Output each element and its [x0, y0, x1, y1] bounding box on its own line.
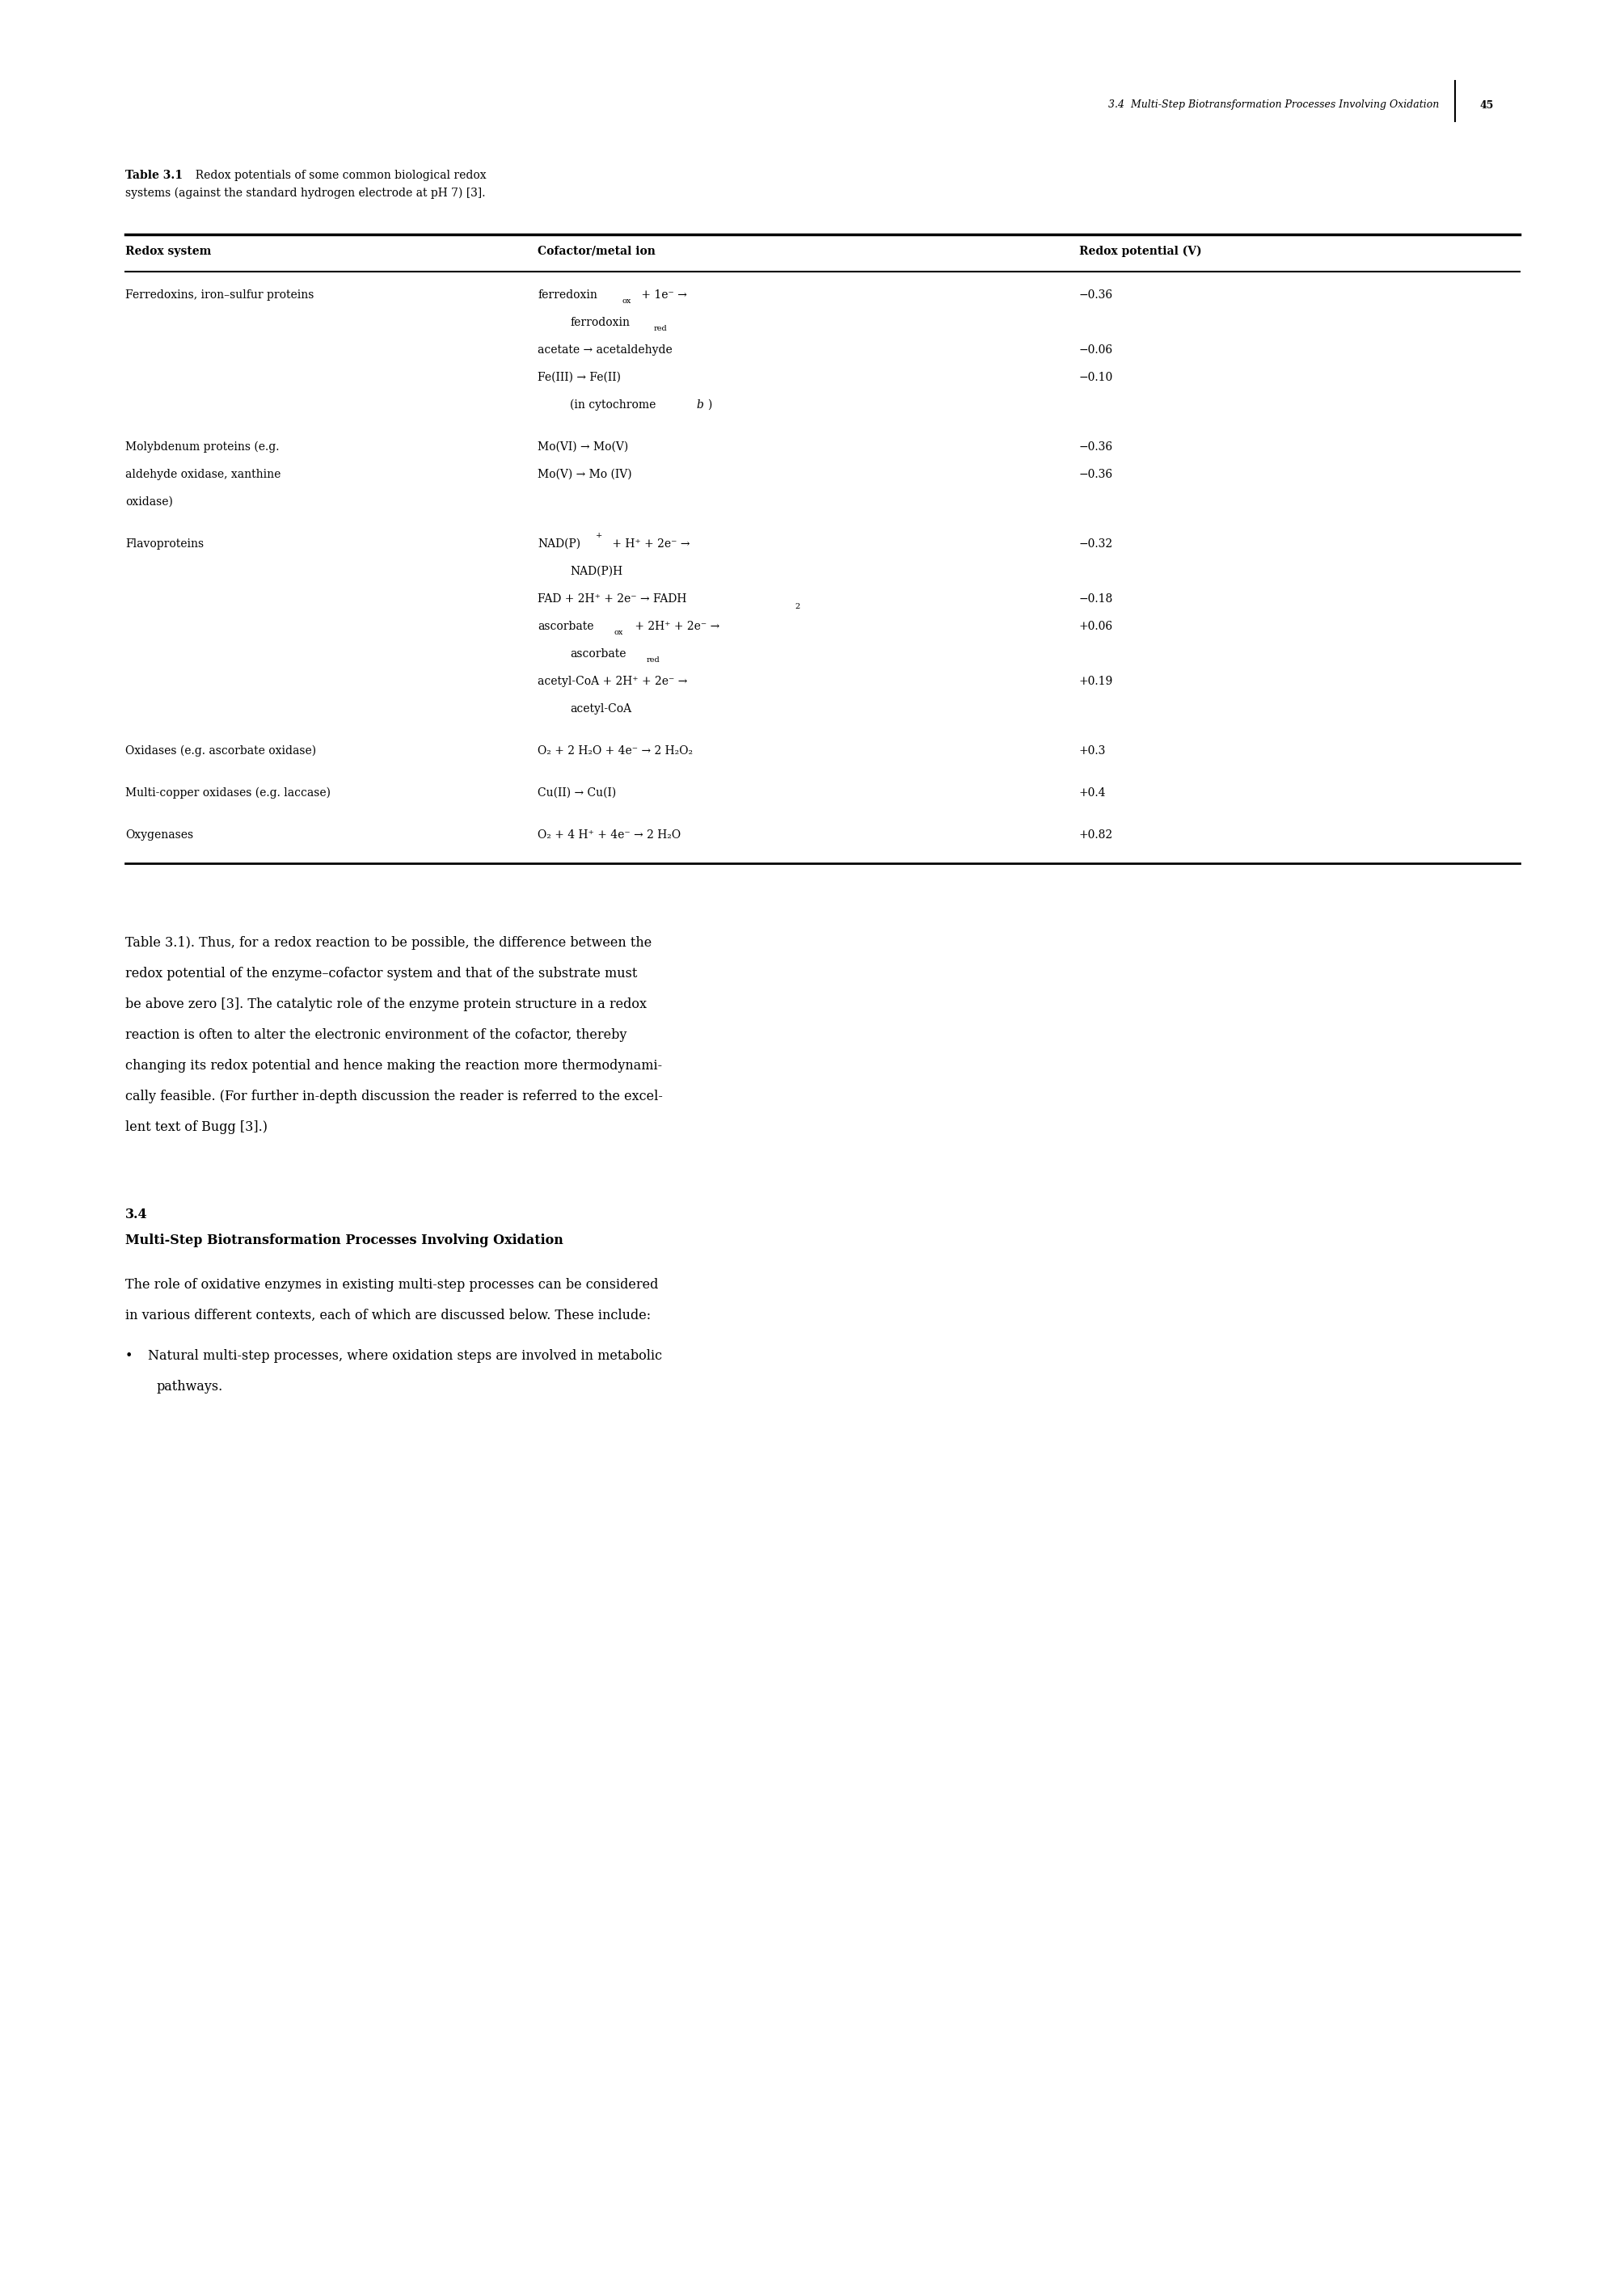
Text: Multi-copper oxidases (e.g. laccase): Multi-copper oxidases (e.g. laccase) — [125, 788, 331, 799]
Text: −0.18: −0.18 — [1080, 593, 1114, 605]
Text: red: red — [646, 657, 661, 664]
Text: Flavoproteins: Flavoproteins — [125, 538, 203, 550]
Text: +0.06: +0.06 — [1080, 621, 1112, 632]
Text: ascorbate: ascorbate — [570, 648, 627, 660]
Text: acetyl-CoA + 2H⁺ + 2e⁻ →: acetyl-CoA + 2H⁺ + 2e⁻ → — [538, 676, 687, 687]
Text: −0.36: −0.36 — [1080, 289, 1112, 300]
Text: +: + — [596, 531, 603, 538]
Text: lent text of Bugg [3].): lent text of Bugg [3].) — [125, 1120, 268, 1134]
Text: aldehyde oxidase, xanthine: aldehyde oxidase, xanthine — [125, 469, 281, 481]
Text: −0.36: −0.36 — [1080, 469, 1112, 481]
Text: 45: 45 — [1479, 101, 1494, 110]
Text: −0.06: −0.06 — [1080, 344, 1112, 355]
Text: O₂ + 4 H⁺ + 4e⁻ → 2 H₂O: O₂ + 4 H⁺ + 4e⁻ → 2 H₂O — [538, 829, 680, 840]
Text: Ferredoxins, iron–sulfur proteins: Ferredoxins, iron–sulfur proteins — [125, 289, 313, 300]
Text: + 1e⁻ →: + 1e⁻ → — [638, 289, 687, 300]
Text: acetyl-CoA: acetyl-CoA — [570, 703, 632, 714]
Text: cally feasible. (For further in-depth discussion the reader is referred to the e: cally feasible. (For further in-depth di… — [125, 1090, 663, 1104]
Text: 3.4  Multi-Step Biotransformation Processes Involving Oxidation: 3.4 Multi-Step Biotransformation Process… — [1108, 101, 1439, 110]
Text: in various different contexts, each of which are discussed below. These include:: in various different contexts, each of w… — [125, 1308, 651, 1321]
Text: −0.36: −0.36 — [1080, 442, 1112, 453]
Text: (in cytochrome: (in cytochrome — [570, 398, 659, 410]
Text: ox: ox — [622, 298, 630, 305]
Text: NAD(P)H: NAD(P)H — [570, 566, 622, 577]
Text: ox: ox — [614, 630, 624, 637]
Text: •: • — [125, 1349, 133, 1363]
Text: The role of oxidative enzymes in existing multi-step processes can be considered: The role of oxidative enzymes in existin… — [125, 1278, 658, 1292]
Text: Natural multi-step processes, where oxidation steps are involved in metabolic: Natural multi-step processes, where oxid… — [148, 1349, 663, 1363]
Text: ): ) — [708, 398, 711, 410]
Text: NAD(P): NAD(P) — [538, 538, 580, 550]
Text: FAD + 2H⁺ + 2e⁻ → FADH: FAD + 2H⁺ + 2e⁻ → FADH — [538, 593, 687, 605]
Text: Redox potentials of some common biological redox: Redox potentials of some common biologic… — [188, 169, 486, 181]
Text: Molybdenum proteins (e.g.: Molybdenum proteins (e.g. — [125, 442, 279, 453]
Text: Cu(II) → Cu(I): Cu(II) → Cu(I) — [538, 788, 615, 799]
Text: reaction is often to alter the electronic environment of the cofactor, thereby: reaction is often to alter the electroni… — [125, 1028, 627, 1042]
Text: Oxidases (e.g. ascorbate oxidase): Oxidases (e.g. ascorbate oxidase) — [125, 744, 317, 758]
Text: −0.32: −0.32 — [1080, 538, 1112, 550]
Text: Table 3.1: Table 3.1 — [125, 169, 182, 181]
Text: ferredoxin: ferredoxin — [538, 289, 598, 300]
Text: + 2H⁺ + 2e⁻ →: + 2H⁺ + 2e⁻ → — [632, 621, 719, 632]
Text: oxidase): oxidase) — [125, 497, 172, 508]
Text: +0.3: +0.3 — [1080, 744, 1106, 756]
Text: Oxygenases: Oxygenases — [125, 829, 193, 840]
Text: −0.10: −0.10 — [1080, 371, 1114, 382]
Text: pathways.: pathways. — [156, 1381, 222, 1395]
Text: Cofactor/metal ion: Cofactor/metal ion — [538, 245, 656, 256]
Text: acetate → acetaldehyde: acetate → acetaldehyde — [538, 344, 672, 355]
Text: b: b — [697, 398, 703, 410]
Text: ferrodoxin: ferrodoxin — [570, 316, 630, 327]
Text: +0.19: +0.19 — [1080, 676, 1114, 687]
Text: O₂ + 2 H₂O + 4e⁻ → 2 H₂O₂: O₂ + 2 H₂O + 4e⁻ → 2 H₂O₂ — [538, 744, 693, 756]
Text: changing its redox potential and hence making the reaction more thermodynami-: changing its redox potential and hence m… — [125, 1058, 663, 1072]
Text: Redox potential (V): Redox potential (V) — [1080, 245, 1202, 256]
Text: +0.4: +0.4 — [1080, 788, 1106, 799]
Text: Table 3.1). Thus, for a redox reaction to be possible, the difference between th: Table 3.1). Thus, for a redox reaction t… — [125, 937, 651, 950]
Text: red: red — [654, 325, 667, 332]
Text: Redox system: Redox system — [125, 245, 211, 256]
Text: systems (against the standard hydrogen electrode at pH 7) [3].: systems (against the standard hydrogen e… — [125, 188, 486, 199]
Text: Multi-Step Biotransformation Processes Involving Oxidation: Multi-Step Biotransformation Processes I… — [125, 1234, 564, 1248]
Text: 3.4: 3.4 — [125, 1207, 148, 1221]
Text: +0.82: +0.82 — [1080, 829, 1112, 840]
Text: ascorbate: ascorbate — [538, 621, 594, 632]
Text: 2: 2 — [794, 602, 799, 611]
Text: + H⁺ + 2e⁻ →: + H⁺ + 2e⁻ → — [609, 538, 690, 550]
Text: redox potential of the enzyme–cofactor system and that of the substrate must: redox potential of the enzyme–cofactor s… — [125, 966, 637, 980]
Text: Mo(V) → Mo (IV): Mo(V) → Mo (IV) — [538, 469, 632, 481]
Text: be above zero [3]. The catalytic role of the enzyme protein structure in a redox: be above zero [3]. The catalytic role of… — [125, 998, 646, 1012]
Text: Mo(VI) → Mo(V): Mo(VI) → Mo(V) — [538, 442, 628, 453]
Text: Fe(III) → Fe(II): Fe(III) → Fe(II) — [538, 371, 620, 382]
